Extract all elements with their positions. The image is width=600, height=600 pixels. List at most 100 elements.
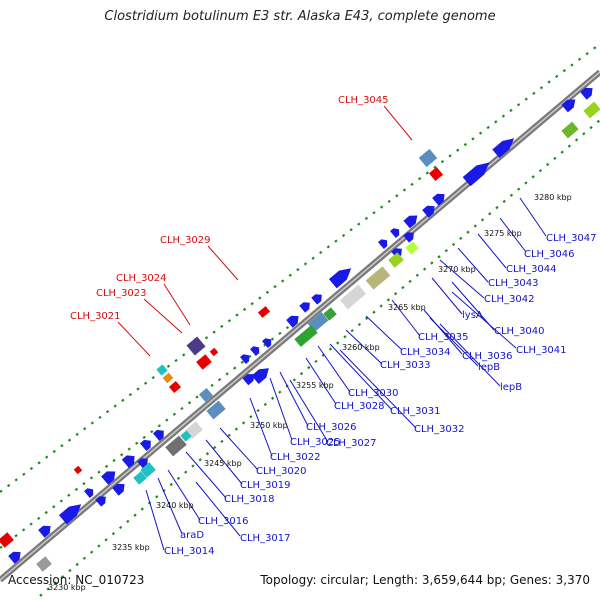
gene-labels: CLH_3045 CLH_3029 CLH_3024 CLH_3023 CLH_3021… — [70, 95, 597, 557]
gene-label: CLH_3045 — [338, 95, 389, 106]
upper-dot-ring — [119, 453, 124, 457]
cds-arrow-shape — [112, 483, 125, 496]
gene-label: CLH_3019 — [240, 480, 291, 491]
inner-dot-ring — [126, 519, 130, 524]
genome-info-text: Topology: circular; Length: 3,659,644 bp… — [260, 573, 590, 587]
outer-dot-ring — [235, 313, 239, 317]
inner-dot-ring — [408, 279, 412, 284]
indigo-feature — [186, 336, 206, 356]
inner-dot-ring — [220, 439, 224, 444]
gene-label: CLH_3018 — [224, 494, 275, 505]
misc-feature — [418, 148, 438, 168]
upper-dot-ring — [74, 487, 79, 492]
upper-dot-ring — [82, 482, 86, 486]
upper-dot-ring — [210, 383, 214, 388]
inner-dot-ring — [401, 285, 405, 290]
inner-dot-ring — [140, 507, 144, 511]
inner-dot-ring — [473, 224, 477, 228]
outer-dot-ring — [395, 194, 399, 198]
leader-line — [457, 247, 489, 283]
inner-dot-ring — [437, 255, 441, 259]
red-feature-shape — [209, 347, 219, 357]
green-feature-shape — [323, 307, 337, 321]
outer-dot-ring — [463, 142, 468, 147]
leader-line — [365, 315, 403, 351]
gene-label: CLH_3042 — [484, 294, 535, 305]
outer-dot-ring — [174, 358, 178, 363]
inner-dot-ring — [68, 568, 72, 573]
outer-dot-ring — [516, 103, 521, 107]
cds-arrow-shape — [84, 488, 94, 499]
gene-label: CLH_3022 — [270, 452, 321, 463]
cds-arrow-shape — [432, 193, 445, 206]
green-feature — [561, 121, 579, 139]
cds-arrow-shape — [58, 504, 82, 525]
outer-dot-ring — [37, 461, 41, 465]
inner-dot-ring — [299, 372, 304, 376]
gene-label: CLH_3034 — [400, 347, 451, 358]
upper-dot-ring — [21, 528, 26, 532]
accession-text: Accession: NC_010723 — [8, 573, 145, 587]
leader-line — [145, 489, 165, 551]
upper-dot-ring — [217, 377, 222, 382]
inner-dot-ring — [531, 175, 535, 179]
inner-dot-ring — [524, 181, 528, 185]
cds-arrow-shape — [240, 354, 250, 365]
green-feature-shape — [294, 325, 318, 347]
inner-dot-ring — [574, 138, 579, 142]
leader-line — [185, 451, 227, 499]
cds-arrow-shape — [38, 525, 51, 538]
gene-label: CLH_3027 — [326, 438, 377, 449]
upper-dot-ring — [248, 354, 252, 359]
leader-line — [477, 233, 507, 269]
outer-dot-ring — [220, 324, 224, 329]
cds-arrow — [390, 228, 400, 239]
gene-label: CLH_3025 — [290, 437, 341, 448]
cds-arrow-shape — [242, 374, 255, 386]
gene-label: CLH_3033 — [380, 360, 431, 371]
inner-dot-ring — [596, 119, 600, 124]
cds-arrow-shape — [492, 138, 515, 158]
inner-dot-ring — [133, 513, 137, 517]
red-feature — [73, 465, 83, 475]
red-feature-shape — [168, 381, 182, 393]
outer-dot-ring — [83, 427, 87, 431]
upper-dot-ring — [59, 499, 63, 503]
inner-dot-ring — [111, 532, 116, 536]
orange-feature-shape — [162, 372, 174, 384]
cyan-feature-shape — [180, 430, 192, 442]
cds-arrow — [84, 488, 94, 499]
upper-dot-ring — [52, 505, 56, 509]
inner-dot-ring — [589, 125, 593, 130]
cyan-feature-shape — [156, 364, 168, 376]
upper-dot-ring — [104, 464, 109, 468]
red-feature — [209, 347, 219, 357]
scale-ticks: 3230 kbp 3235 kbp 3240 kbp 3245 kbp 3250 kbp… — [48, 193, 572, 592]
inner-dot-ring — [459, 236, 463, 240]
gene-label: lysA — [462, 310, 483, 321]
gene-label: CLH_3043 — [488, 278, 539, 289]
cyan-feature — [133, 471, 147, 485]
inner-dot-ring — [169, 482, 173, 487]
upper-dot-ring — [142, 435, 146, 440]
gene-label: araD — [180, 530, 204, 541]
gene-label: CLH_3017 — [240, 533, 291, 544]
scale-tick-label: 3255 kbp — [296, 381, 334, 390]
leader-line — [163, 283, 191, 326]
red-feature — [168, 381, 182, 393]
scale-tick-label: 3235 kbp — [112, 543, 150, 552]
upper-dot-ring — [172, 412, 177, 416]
cds-arrow — [101, 471, 116, 485]
outer-dot-ring — [402, 188, 407, 192]
inner-dot-ring — [357, 322, 362, 327]
upper-dot-ring — [44, 510, 48, 515]
inner-dot-ring — [227, 433, 231, 437]
outer-dot-ring — [334, 239, 338, 243]
outer-dot-ring — [372, 211, 376, 215]
outer-dot-ring — [532, 91, 536, 96]
outer-dot-ring — [593, 46, 597, 50]
cds-arrow — [328, 268, 352, 289]
leader-line — [339, 349, 417, 429]
inner-dot-ring — [82, 556, 87, 560]
gene-label: CLH_3031 — [390, 406, 441, 417]
